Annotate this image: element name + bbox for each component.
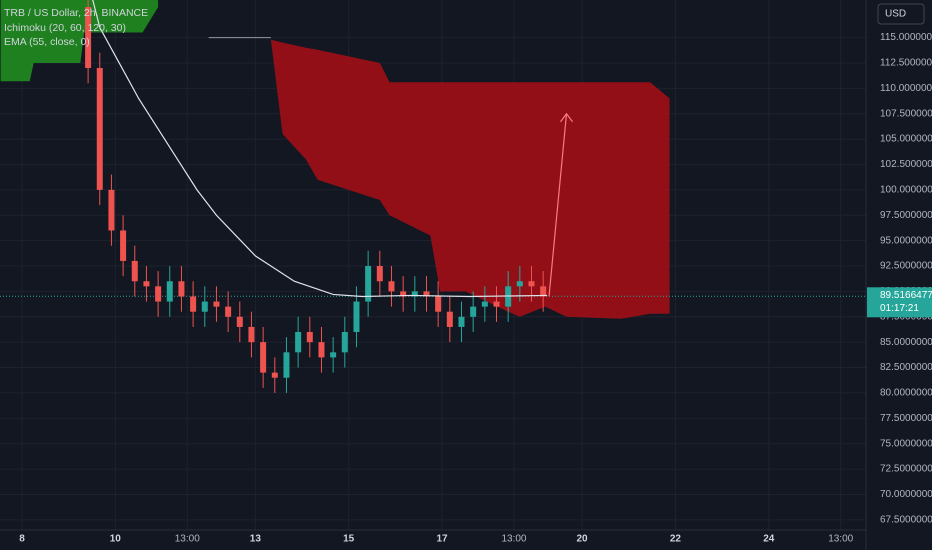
y-tick-label: 70.0000000 [880,489,932,500]
candle-body [143,281,150,287]
x-tick-label: 17 [436,534,448,545]
y-tick-label: 85.0000000 [880,337,932,348]
candle-body [306,332,313,343]
candle-body [178,281,185,297]
y-tick-label: 115.0000000 [880,32,932,43]
candle-body [225,306,232,317]
ichimoku-cloud [0,0,159,82]
candle-body [493,301,500,307]
y-tick-label: 110.0000000 [880,83,932,94]
candle-body [201,301,208,312]
candle-body [96,68,103,190]
candle-body [213,301,220,307]
candle-body [260,342,267,373]
candle-body [330,352,337,358]
y-tick-label: 92.5000000 [880,261,932,272]
currency[interactable]: USD [885,9,906,20]
candle-body [435,296,442,312]
candle-body [318,342,325,358]
ichimoku-cloud [270,39,670,319]
candle-body [446,311,453,327]
indicator: EMA (55, close, 0) [4,36,90,48]
indicator: Ichimoku (20, 60, 120, 30) [4,22,126,34]
candle-body [283,352,290,378]
countdown: 01:17:21 [880,303,919,314]
candle-body [528,281,535,287]
ema-line [92,0,548,298]
x-tick-label: 13:00 [175,534,200,545]
y-tick-label: 107.5000000 [880,108,932,119]
candle-body [353,301,360,333]
chart-title: TRB / US Dollar, 2h, BINANCE [4,7,148,19]
x-tick-label: 22 [670,534,682,545]
x-tick-label: 20 [577,534,589,545]
y-tick-label: 97.5000000 [880,210,932,221]
y-tick-label: 100.0000000 [880,185,932,196]
candle-body [365,266,372,302]
candle-body [248,326,255,343]
y-tick-label: 102.5000000 [880,159,932,170]
candle-body [481,301,488,307]
last-price-label: 89.5166477 [880,290,932,301]
candle-body [388,281,395,292]
y-tick-label: 72.5000000 [880,464,932,475]
x-tick-label: 15 [343,534,355,545]
candle-body [85,7,92,69]
y-tick-label: 77.5000000 [880,413,932,424]
candle-body [271,372,278,378]
y-tick-label: 67.5000000 [880,514,932,525]
candle-body [108,189,115,231]
last-price-box [867,287,932,318]
x-tick-label: 13:00 [828,534,853,545]
candle-body [458,316,465,327]
y-tick-label: 82.5000000 [880,362,932,373]
candle-body [341,332,348,353]
x-tick-label: 10 [110,534,122,545]
candle-body [236,316,243,327]
y-tick-label: 112.5000000 [880,58,932,69]
y-tick-label: 80.0000000 [880,388,932,399]
candle-body [131,260,138,282]
x-tick-label: 13 [250,534,262,545]
candle-body [423,291,430,297]
candle-body [120,230,127,261]
x-tick-label: 8 [19,534,25,545]
candle-body [411,291,418,297]
candle-body [516,281,523,287]
candle-body [155,286,162,302]
projection-arrow [548,113,568,297]
y-tick-label: 95.0000000 [880,235,932,246]
arrow-head [560,112,573,123]
candle-body [295,332,302,353]
candle-body [376,266,383,282]
candle-body [470,306,477,317]
y-tick-label: 105.0000000 [880,134,932,145]
currency-button[interactable] [877,3,925,25]
x-tick-label: 13:00 [501,534,526,545]
y-tick-label: 75.0000000 [880,438,932,449]
candle-body [166,281,173,302]
candle-body [540,286,547,297]
candle-body [400,291,407,297]
x-tick-label: 24 [763,534,775,545]
candle-body [190,296,197,312]
